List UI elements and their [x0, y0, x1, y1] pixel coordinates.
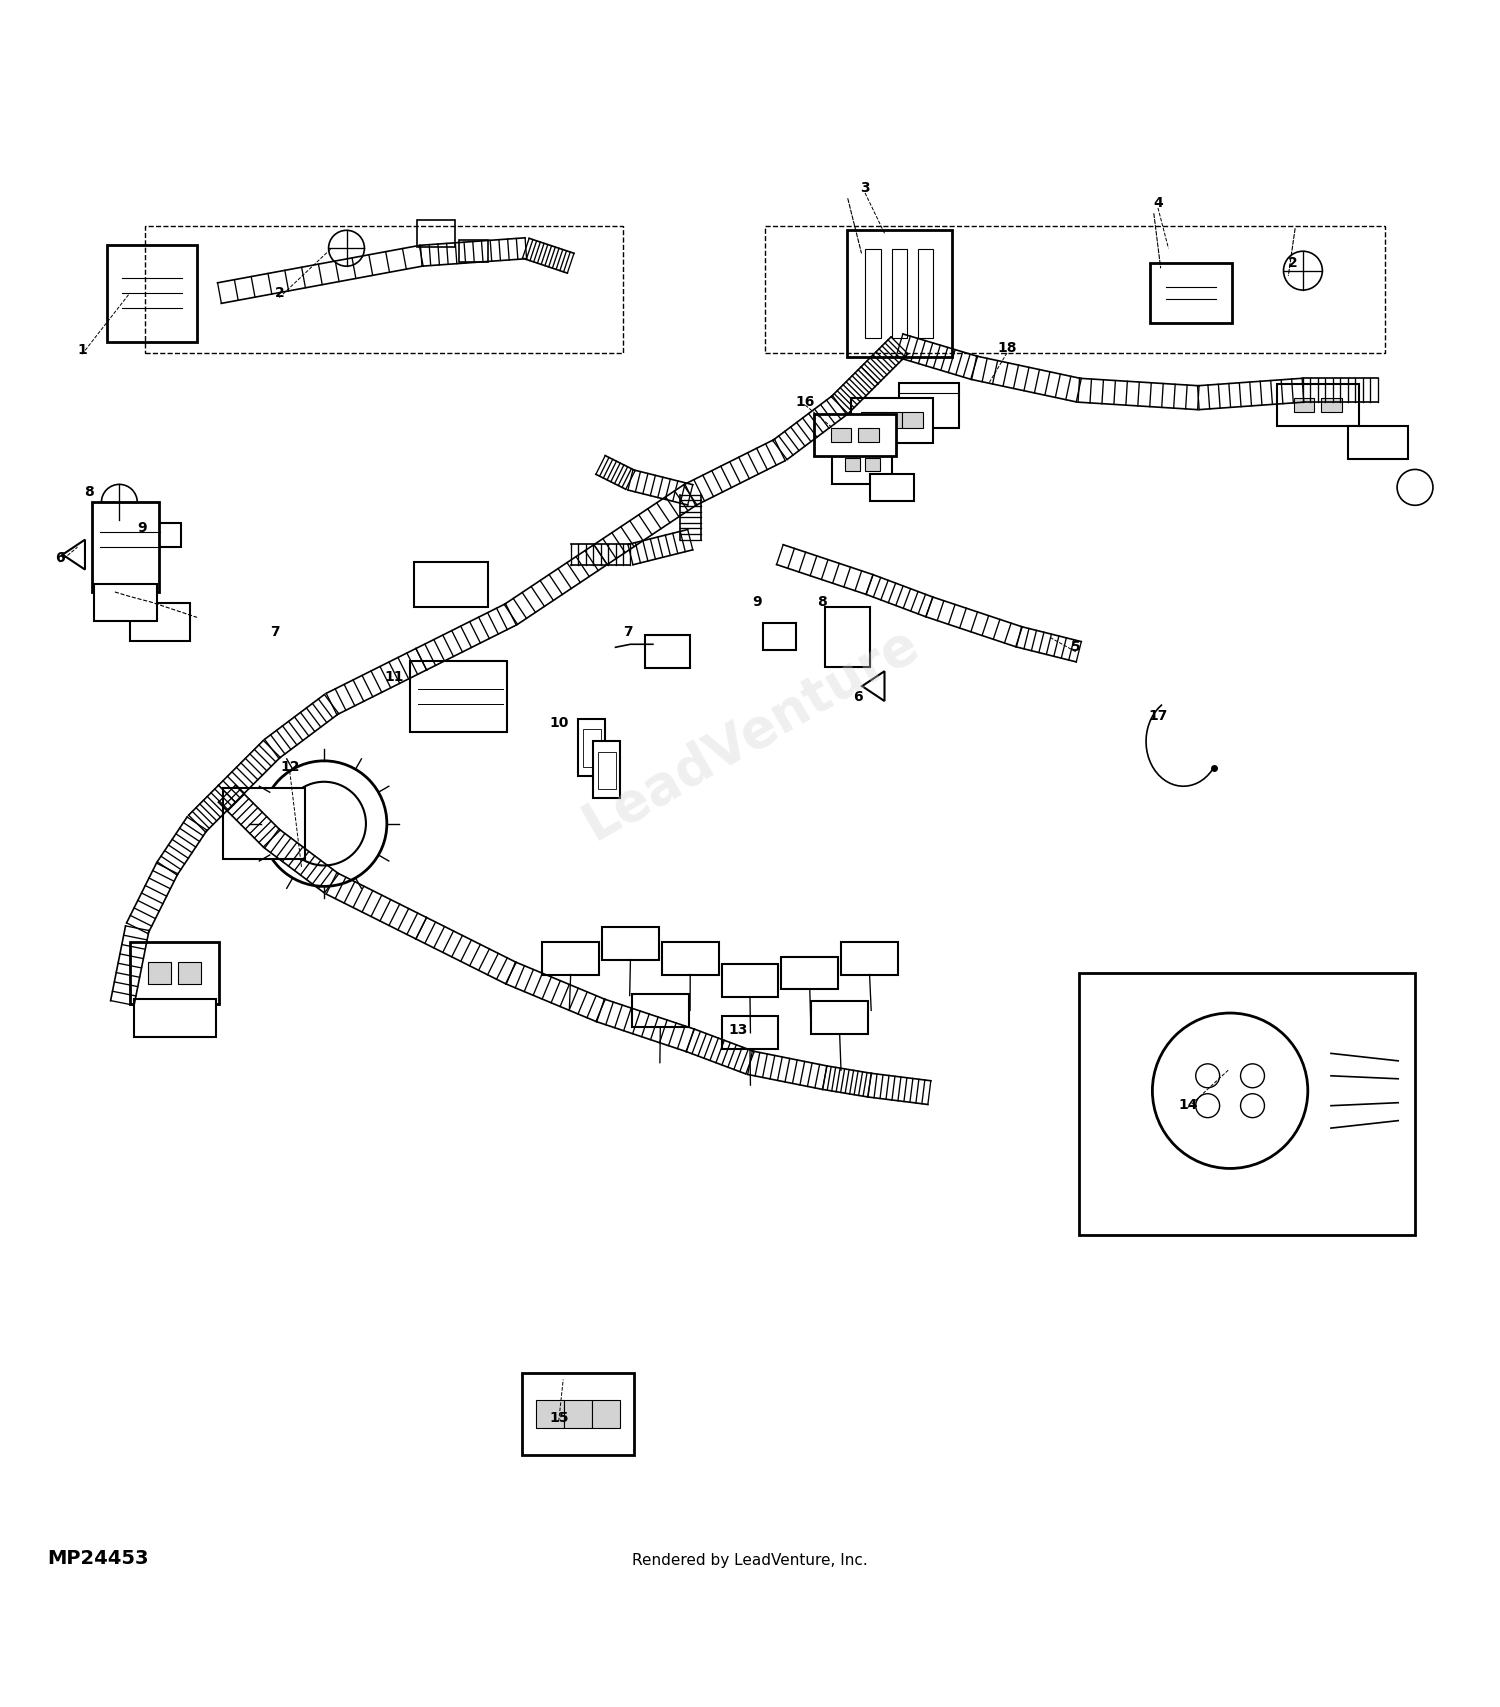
Circle shape	[1196, 1063, 1219, 1087]
Bar	[543, 942, 598, 975]
Bar	[130, 603, 189, 640]
Text: 11: 11	[384, 671, 404, 685]
Bar	[1276, 384, 1359, 427]
Bar	[842, 942, 898, 975]
Bar	[536, 1400, 564, 1429]
Bar	[662, 942, 718, 975]
Bar	[410, 661, 507, 732]
Bar	[858, 428, 879, 442]
Bar	[148, 963, 171, 983]
Bar	[882, 413, 902, 428]
Bar	[722, 964, 778, 997]
Text: 8: 8	[84, 485, 94, 498]
Polygon shape	[63, 539, 86, 570]
Bar	[900, 382, 958, 427]
Bar	[812, 1002, 868, 1034]
Bar	[813, 415, 895, 456]
Bar	[414, 562, 489, 608]
Circle shape	[1240, 1094, 1264, 1118]
Bar	[582, 729, 600, 766]
Bar	[130, 942, 219, 1004]
Bar	[632, 993, 688, 1028]
Text: 7: 7	[270, 625, 279, 640]
Bar	[602, 927, 658, 959]
Text: Rendered by LeadVenture, Inc.: Rendered by LeadVenture, Inc.	[632, 1553, 868, 1567]
Circle shape	[328, 230, 364, 266]
Bar	[417, 220, 454, 248]
Bar	[522, 1372, 634, 1454]
Bar	[592, 741, 619, 799]
Bar	[861, 413, 882, 428]
Circle shape	[102, 485, 138, 521]
Text: 13: 13	[729, 1022, 747, 1036]
Text: MP24453: MP24453	[48, 1548, 148, 1567]
Text: 2: 2	[274, 287, 284, 300]
Bar	[722, 1016, 778, 1050]
Circle shape	[1284, 251, 1323, 290]
Bar	[1322, 398, 1342, 413]
Text: 10: 10	[549, 717, 568, 731]
Bar	[902, 413, 922, 428]
Text: 6: 6	[853, 690, 862, 703]
Bar	[891, 249, 908, 338]
Text: 15: 15	[549, 1412, 568, 1425]
Bar	[844, 459, 859, 471]
Bar	[178, 963, 201, 983]
Bar	[1150, 263, 1232, 323]
Polygon shape	[862, 671, 885, 702]
Text: 7: 7	[622, 625, 633, 640]
Bar	[147, 524, 180, 548]
Bar	[850, 398, 933, 442]
Bar	[764, 623, 796, 650]
Text: 1: 1	[76, 343, 87, 357]
Text: 18: 18	[998, 341, 1017, 355]
Bar	[864, 459, 879, 471]
Bar	[765, 225, 1384, 353]
Bar	[833, 446, 892, 483]
Bar	[1078, 973, 1414, 1234]
Text: 3: 3	[861, 181, 870, 196]
Bar	[645, 635, 690, 667]
Text: 9: 9	[136, 521, 147, 534]
Bar	[1348, 427, 1407, 459]
Bar	[782, 956, 838, 990]
Bar	[870, 475, 915, 500]
Bar	[831, 428, 850, 442]
Circle shape	[282, 782, 366, 865]
Circle shape	[1396, 469, 1432, 505]
Bar	[459, 241, 489, 263]
Bar	[865, 249, 880, 338]
Bar	[564, 1400, 592, 1429]
Circle shape	[1196, 1094, 1219, 1118]
Text: 17: 17	[1149, 708, 1167, 724]
Bar	[847, 229, 951, 357]
Text: LeadVenture: LeadVenture	[573, 616, 927, 852]
Text: 2: 2	[1287, 256, 1298, 270]
Bar	[224, 787, 306, 860]
Text: 9: 9	[753, 596, 762, 609]
Bar	[597, 751, 615, 789]
Bar	[134, 999, 216, 1036]
Circle shape	[1152, 1012, 1308, 1169]
Text: 6: 6	[56, 551, 64, 565]
Text: 4: 4	[1154, 196, 1162, 210]
Bar	[92, 502, 159, 592]
Text: 16: 16	[795, 396, 814, 410]
Text: 8: 8	[818, 596, 827, 609]
Bar	[918, 249, 933, 338]
Bar	[108, 244, 196, 341]
Bar	[1294, 398, 1314, 413]
Bar	[144, 225, 622, 353]
Bar	[592, 1400, 619, 1429]
Bar	[94, 584, 156, 621]
Bar	[578, 719, 604, 775]
Circle shape	[1240, 1063, 1264, 1087]
Text: 12: 12	[280, 760, 300, 773]
Circle shape	[261, 761, 387, 886]
Text: 5: 5	[1071, 640, 1080, 654]
Bar	[825, 608, 870, 667]
Text: 14: 14	[1178, 1098, 1197, 1111]
